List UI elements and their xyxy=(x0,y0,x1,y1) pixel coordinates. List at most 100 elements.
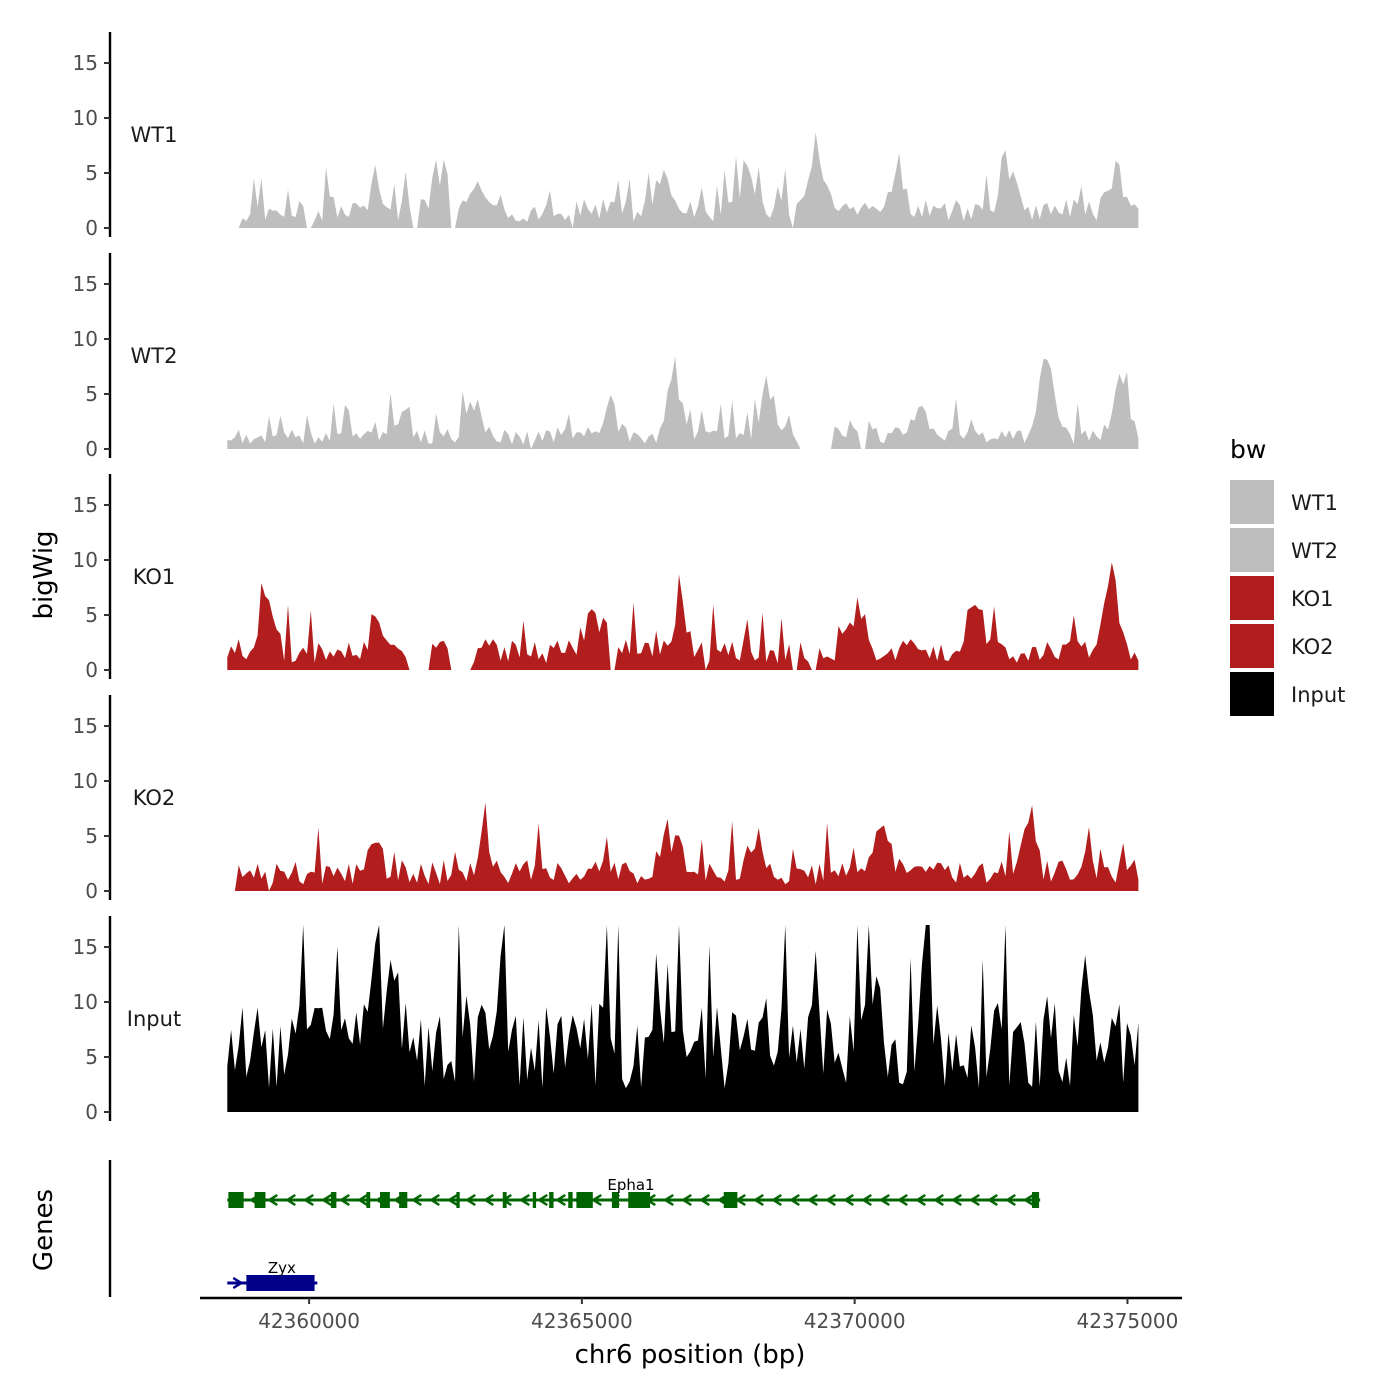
track-ko2: 0 5 10 15 KO2 xyxy=(73,695,1139,903)
exon xyxy=(1031,1192,1040,1208)
y-tick-label: 0 xyxy=(85,658,98,682)
y-tick-label: 5 xyxy=(85,382,98,406)
exon xyxy=(576,1192,593,1208)
strand-arrow xyxy=(752,1193,764,1207)
genes-track-title: Genes xyxy=(29,1189,59,1271)
y-tick-label: 0 xyxy=(85,437,98,461)
strand-arrow xyxy=(410,1193,422,1207)
strand-arrow xyxy=(950,1193,962,1207)
strand-arrow xyxy=(536,1193,548,1207)
strand-arrow xyxy=(986,1193,998,1207)
y-tick-label: 10 xyxy=(73,990,98,1014)
exon xyxy=(254,1192,266,1208)
strand-arrow xyxy=(932,1193,944,1207)
exon xyxy=(366,1192,371,1208)
strand-arrow xyxy=(320,1193,332,1207)
strand-arrow xyxy=(590,1193,602,1207)
legend-swatch xyxy=(1230,528,1274,572)
signal-area-wt1 xyxy=(227,132,1139,228)
exon xyxy=(628,1192,651,1208)
exon xyxy=(380,1192,390,1208)
track-ko1: 0 5 10 15 KO1 xyxy=(73,474,1139,682)
strand-arrow xyxy=(266,1193,278,1207)
track-label: KO2 xyxy=(133,786,176,810)
legend-swatch xyxy=(1230,480,1274,524)
legend-swatch xyxy=(1230,672,1274,716)
y-tick-label: 0 xyxy=(85,1100,98,1124)
signal-area-ko2 xyxy=(227,802,1139,891)
x-axis-title: chr6 position (bp) xyxy=(575,1340,806,1370)
strand-arrow xyxy=(428,1193,440,1207)
exon xyxy=(549,1192,554,1208)
legend-title: bw xyxy=(1230,435,1266,464)
strand-arrow xyxy=(842,1193,854,1207)
x-tick-label: 42360000 xyxy=(258,1309,360,1333)
y-tick-label: 10 xyxy=(73,106,98,130)
gene-epha1: Epha1 xyxy=(227,1176,1041,1208)
signal-tracks: 0 5 10 15 WT1 0 5 10 15 WT2 0 5 10 15 KO1 0 5 10 15 KO2 0 5 10… xyxy=(73,32,1139,1124)
legend: bw WT1 WT2 KO1 KO2 Input xyxy=(1230,435,1345,716)
strand-arrow xyxy=(482,1193,494,1207)
y-tick-label: 15 xyxy=(73,935,98,959)
strand-arrow xyxy=(1022,1193,1034,1207)
strand-arrow xyxy=(860,1193,872,1207)
x-axis: 42360000 42365000 42370000 42375000 xyxy=(200,1296,1182,1333)
legend-label: KO2 xyxy=(1291,635,1334,659)
legend-swatch xyxy=(1230,576,1274,620)
strand-arrow xyxy=(464,1193,476,1207)
gene-zyx: Zyx xyxy=(227,1259,318,1291)
track-label: WT2 xyxy=(131,344,178,368)
strand-arrow xyxy=(806,1193,818,1207)
y-tick-label: 15 xyxy=(73,272,98,296)
exon xyxy=(532,1192,537,1208)
legend-label: WT2 xyxy=(1291,539,1338,563)
gene-label: Epha1 xyxy=(607,1176,654,1194)
y-axis-title: bigWig xyxy=(29,530,59,619)
x-tick-label: 42375000 xyxy=(1077,1309,1179,1333)
legend-label: Input xyxy=(1291,683,1345,707)
x-tick-label: 42365000 xyxy=(531,1309,633,1333)
strand-arrow xyxy=(914,1193,926,1207)
strand-arrow xyxy=(302,1193,314,1207)
y-tick-label: 5 xyxy=(85,824,98,848)
strand-arrow xyxy=(896,1193,908,1207)
legend-label: KO1 xyxy=(1291,587,1334,611)
y-tick-label: 0 xyxy=(85,879,98,903)
track-label: KO1 xyxy=(133,565,176,589)
strand-arrow xyxy=(698,1193,710,1207)
exon xyxy=(246,1275,315,1291)
y-tick-label: 10 xyxy=(73,327,98,351)
exon xyxy=(399,1192,408,1208)
strand-arrow xyxy=(680,1193,692,1207)
strand-arrow xyxy=(232,1276,244,1290)
strand-arrow xyxy=(284,1193,296,1207)
track-wt1: 0 5 10 15 WT1 xyxy=(73,32,1139,240)
y-tick-label: 5 xyxy=(85,1045,98,1069)
y-tick-label: 0 xyxy=(85,216,98,240)
y-tick-label: 10 xyxy=(73,548,98,572)
strand-arrow xyxy=(770,1193,782,1207)
y-tick-label: 15 xyxy=(73,51,98,75)
strand-arrow xyxy=(356,1193,368,1207)
exon xyxy=(611,1192,619,1208)
exon xyxy=(568,1192,573,1208)
exon xyxy=(723,1192,738,1208)
signal-area-ko1 xyxy=(227,562,1139,670)
signal-area-input xyxy=(227,925,1139,1112)
exon xyxy=(330,1192,337,1208)
y-tick-label: 15 xyxy=(73,493,98,517)
genes-track: Epha1 Zyx xyxy=(108,1160,1041,1297)
strand-arrow xyxy=(788,1193,800,1207)
exon xyxy=(228,1192,244,1208)
track-wt2: 0 5 10 15 WT2 xyxy=(73,253,1139,461)
exon xyxy=(456,1192,460,1208)
strand-arrow xyxy=(338,1193,350,1207)
y-tick-label: 5 xyxy=(85,603,98,627)
x-tick-label: 42370000 xyxy=(804,1309,906,1333)
strand-arrow xyxy=(446,1193,458,1207)
track-label: WT1 xyxy=(131,123,178,147)
strand-arrow xyxy=(968,1193,980,1207)
y-tick-label: 15 xyxy=(73,714,98,738)
strand-arrow xyxy=(878,1193,890,1207)
